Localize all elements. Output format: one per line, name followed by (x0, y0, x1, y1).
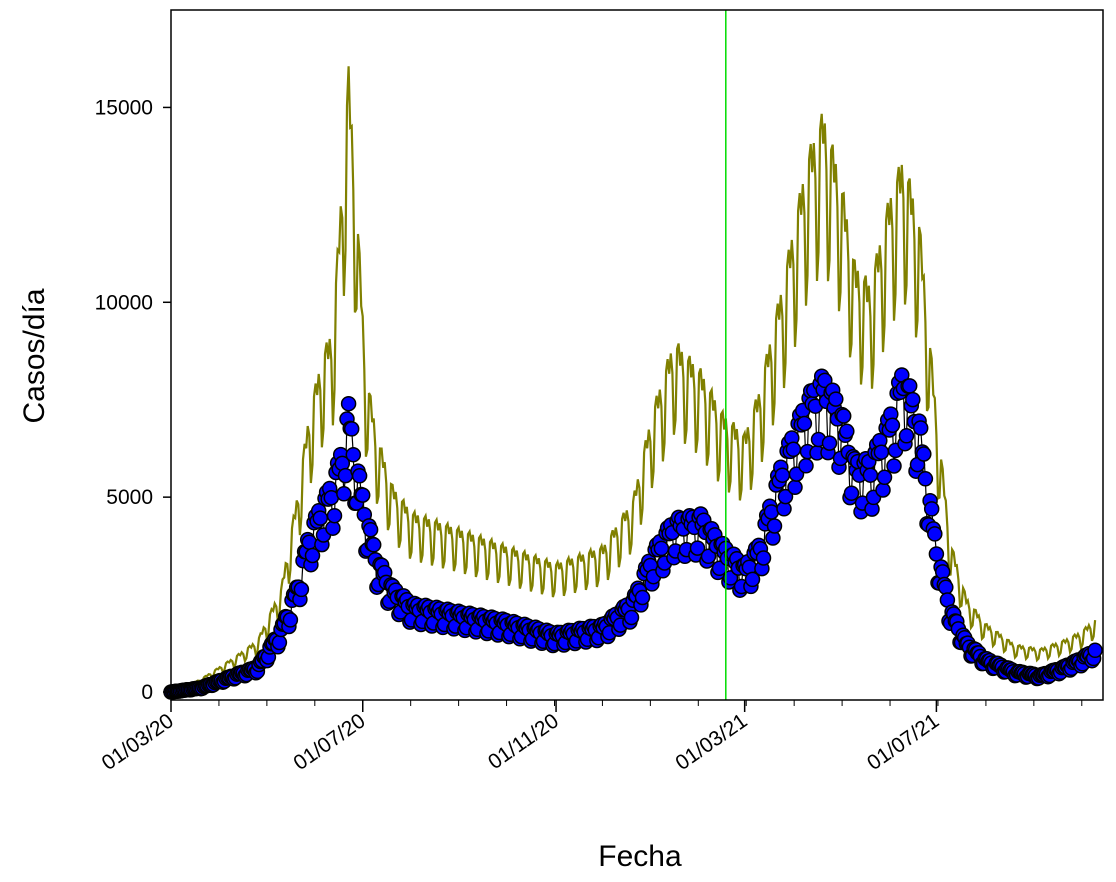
data-point (843, 485, 860, 501)
data-point (623, 609, 640, 626)
data-point (271, 634, 288, 651)
data-point (653, 540, 670, 557)
data-point (798, 458, 814, 474)
data-point (821, 435, 838, 451)
data-point (634, 589, 651, 606)
data-point (862, 467, 879, 483)
data-point (689, 540, 706, 556)
x-tick-label: 01/11/20 (484, 709, 563, 774)
data-point (351, 468, 368, 484)
x-tick-label: 01/03/20 (98, 709, 178, 775)
data-point (1087, 642, 1103, 659)
data-point (325, 520, 341, 536)
x-axis-title: Fecha (598, 840, 682, 873)
data-point (828, 391, 844, 407)
data-point (934, 564, 951, 580)
data-point (927, 526, 943, 542)
data-point (345, 446, 362, 463)
data-point (774, 467, 791, 483)
data-point (901, 378, 918, 394)
data-point (763, 504, 780, 520)
data-point (886, 458, 902, 474)
y-axis-title: Casos/día (18, 288, 51, 423)
data-point (923, 501, 940, 517)
plot-frame (170, 9, 1104, 701)
data-point (905, 391, 921, 408)
data-point (323, 489, 340, 506)
plot-marks (163, 10, 1103, 700)
x-tick-label: 01/07/21 (863, 709, 943, 775)
data-point (917, 471, 934, 487)
data-point (938, 579, 954, 596)
data-point (839, 423, 855, 440)
series-line-olive (170, 66, 1097, 694)
data-point (884, 417, 901, 434)
data-point (928, 546, 945, 562)
x-tick-label: 01/07/20 (289, 709, 369, 775)
data-point (354, 487, 371, 503)
data-point (916, 446, 932, 462)
y-tick-label: 10000 (95, 291, 153, 314)
data-point (785, 441, 802, 458)
data-point (312, 510, 329, 526)
data-point (362, 521, 379, 538)
data-point (755, 550, 772, 566)
data-point (912, 420, 929, 436)
data-point (777, 488, 794, 505)
data-point (898, 428, 915, 444)
data-point (336, 486, 352, 502)
data-point (700, 548, 717, 565)
data-point (744, 571, 761, 588)
y-tick-label: 15000 (95, 96, 153, 119)
data-point (293, 581, 310, 598)
data-point (340, 395, 357, 412)
data-point (796, 415, 813, 432)
data-point (835, 408, 852, 424)
data-point (873, 444, 890, 460)
data-point (365, 537, 382, 553)
data-point (875, 482, 891, 498)
data-point (282, 612, 299, 628)
data-point (876, 469, 893, 486)
data-point (787, 479, 803, 496)
x-tick-label: 01/03/21 (671, 709, 751, 775)
y-tick-label: 5000 (106, 486, 153, 509)
data-point (304, 547, 321, 564)
data-point (301, 534, 318, 550)
data-point (343, 421, 360, 437)
data-point (766, 518, 783, 534)
data-point (326, 507, 343, 524)
y-tick-label: 0 (141, 681, 153, 704)
